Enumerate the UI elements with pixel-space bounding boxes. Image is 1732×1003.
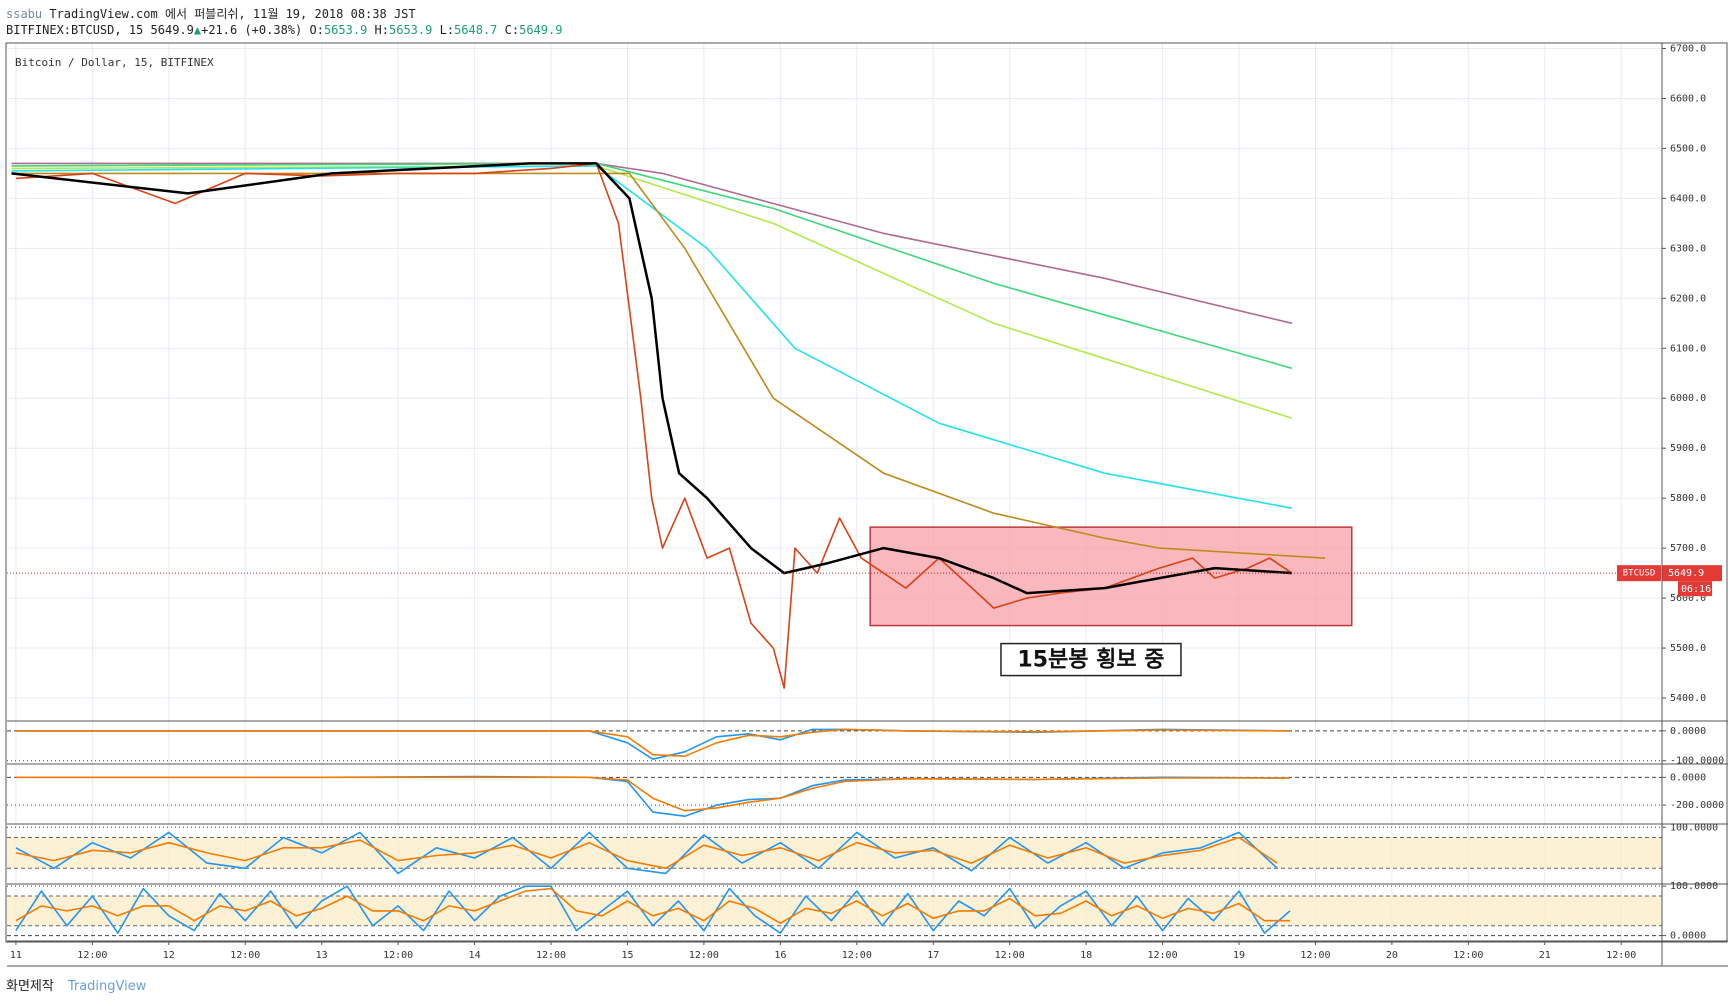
panel [7,44,1662,721]
chart-title: Bitcoin / Dollar, 15, BITFINEX [15,56,214,69]
series-line [11,172,1326,559]
series-line [11,162,1292,595]
x-tick-label: 12:00 [77,950,107,961]
price-tag-name: BTCUSD [1623,569,1656,579]
y-tick-label: -200.0000 [1670,800,1724,811]
price-tag [1662,565,1722,582]
x-tick-label: 12:00 [689,950,719,961]
brand[interactable]: TradingView [67,979,147,994]
x-tick-label: 12:00 [536,950,566,961]
series-line [15,885,1291,934]
x-tick-label: 12:00 [842,950,872,961]
l-label: L: [439,23,455,37]
high: 5653.9 [389,23,433,37]
countdown-tag [1678,581,1712,597]
o-label: O: [309,23,324,37]
y-tick-label: 6500.0 [1670,143,1706,154]
x-tick-label: 13 [316,950,328,961]
series-line [15,728,1291,757]
x-tick-label: 18 [1080,950,1092,961]
y-tick-label: 6600.0 [1670,93,1706,104]
x-tick-label: 17 [927,950,939,961]
h-label: H: [374,23,389,37]
y-tick-label: 0.0000 [1670,772,1706,783]
header-line: ssabu TradingView.com 에서 퍼블리쉬, 11월 19, 2… [6,5,416,22]
x-tick-label: 12:00 [995,950,1025,961]
y-tick-label: 5900.0 [1670,443,1706,454]
y-tick-label: 6000.0 [1670,393,1706,404]
panel [7,884,1662,941]
x-tick-label: 20 [1386,950,1398,961]
credit: 화면제작 [6,979,54,994]
x-tick-label: 12 [163,950,175,961]
series-line [11,162,1293,370]
y-tick-label: 6100.0 [1670,343,1706,354]
series-line [15,775,1291,817]
countdown: 06:16 [1681,584,1711,595]
price-tag [1617,565,1661,582]
y-tick-label: 6300.0 [1670,243,1706,254]
symbol: BITFINEX:BTCUSD, 15 [6,23,144,37]
x-tick-label: 12:00 [1453,950,1483,961]
y-tick-label: 5600.0 [1670,593,1706,604]
publisher[interactable]: ssabu [6,7,43,21]
series-line [11,165,1293,419]
x-tick-label: 21 [1539,950,1551,961]
annotation-box [869,526,1353,627]
y-tick-label: 100.0000 [1670,881,1718,892]
y-tick-label: 6200.0 [1670,293,1706,304]
close: 5649.9 [519,23,563,37]
panel [7,721,1662,764]
y-tick-label: 0.0000 [1670,726,1706,737]
x-tick-label: 12:00 [1606,950,1636,961]
x-tick-label: 19 [1233,950,1245,961]
y-tick-label: 5400.0 [1670,693,1706,704]
x-tick-label: 14 [469,950,481,961]
panel [7,824,1662,884]
c-label: C: [504,23,520,37]
annotation-label: 15분봉 횡보 중 [1017,648,1164,673]
open: 5653.9 [323,23,368,37]
y-tick-label: 5500.0 [1670,643,1706,654]
x-tick-label: 12:00 [383,950,413,961]
y-tick-label: 0.0000 [1670,931,1706,942]
series-line [11,165,1293,509]
annotation-label-box [1000,642,1182,677]
y-tick-label: 6700.0 [1670,43,1706,54]
header-line: BITFINEX:BTCUSD, 15 5649.9▲+21.6 (+0.38%… [6,23,562,37]
change: +21.6 (+0.38%) [201,23,303,37]
footer: 화면제작 TradingView [6,975,146,994]
frame [5,42,1728,943]
x-tick-label: 16 [774,950,786,961]
series-line [15,836,1278,870]
y-tick-label: 100.0000 [1670,822,1718,833]
panel [7,764,1662,824]
low: 5648.7 [454,23,498,37]
price-tag-value: 5649.9 [1668,568,1704,579]
x-tick-label: 11 [10,950,22,961]
arrow: ▲ [193,23,202,37]
x-tick-label: 12:00 [1148,950,1178,961]
x-tick-label: 12:00 [230,950,260,961]
published: TradingView.com 에서 퍼블리쉬, 11월 19, 2018 08… [49,7,416,21]
x-tick-label: 15 [621,950,633,961]
y-tick-label: 5800.0 [1670,493,1706,504]
series-line [15,776,1290,812]
x-tick-label: 12:00 [1300,950,1330,961]
last: 5649.9 [150,23,194,37]
y-tick-label: -100.0000 [1670,756,1724,767]
series-line [15,887,1290,924]
y-tick-label: 6400.0 [1670,193,1706,204]
y-tick-label: 5700.0 [1670,543,1706,554]
